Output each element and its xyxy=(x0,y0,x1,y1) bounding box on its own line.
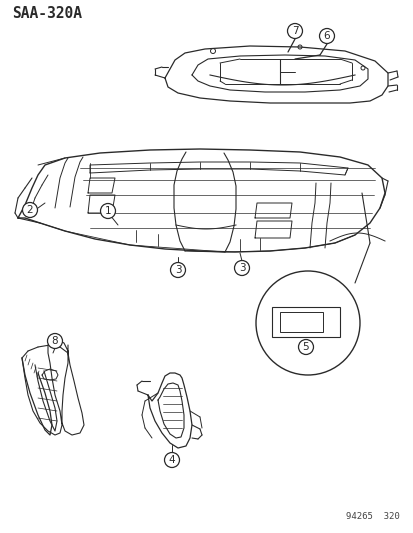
Bar xyxy=(279,312,322,332)
Text: 3: 3 xyxy=(238,263,245,273)
Text: 94265  320: 94265 320 xyxy=(345,512,399,521)
Circle shape xyxy=(255,271,359,375)
Text: 7: 7 xyxy=(291,26,298,36)
Text: 1: 1 xyxy=(104,206,111,216)
Circle shape xyxy=(164,453,179,467)
Text: 8: 8 xyxy=(52,336,58,346)
Text: 2: 2 xyxy=(26,205,33,215)
Circle shape xyxy=(298,340,313,354)
Circle shape xyxy=(47,334,62,349)
Text: SAA-320A: SAA-320A xyxy=(12,5,82,20)
Circle shape xyxy=(287,23,302,38)
Circle shape xyxy=(22,203,38,217)
Circle shape xyxy=(234,261,249,276)
Text: 4: 4 xyxy=(168,455,175,465)
Circle shape xyxy=(319,28,334,44)
Text: 5: 5 xyxy=(302,342,309,352)
Circle shape xyxy=(100,204,115,219)
Bar xyxy=(271,307,339,337)
Circle shape xyxy=(170,262,185,278)
Text: 3: 3 xyxy=(174,265,181,275)
Text: 6: 6 xyxy=(323,31,330,41)
